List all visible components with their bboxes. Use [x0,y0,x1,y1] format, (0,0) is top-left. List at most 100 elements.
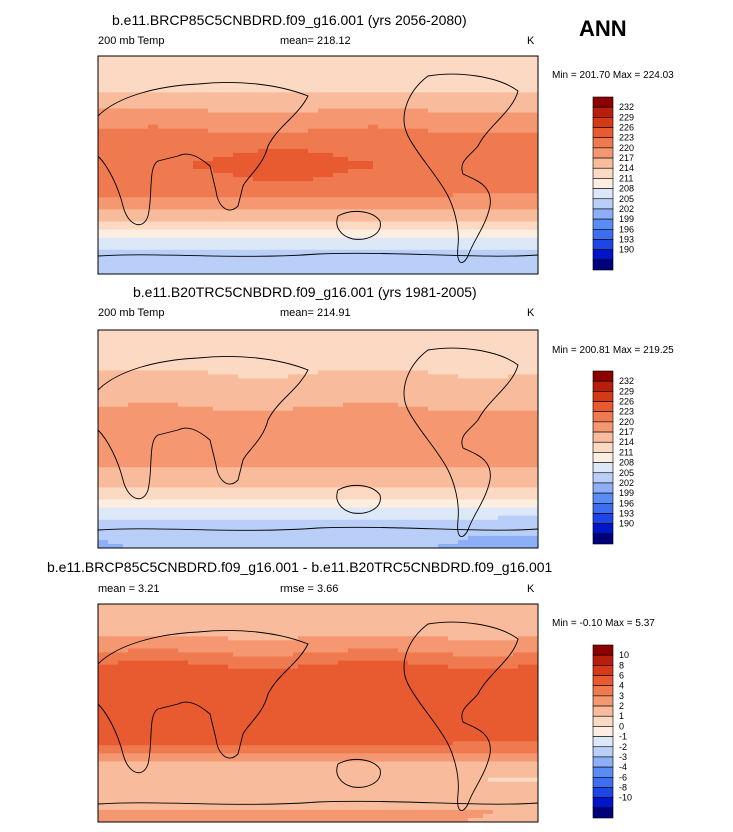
panel-1-map-cell [503,233,509,239]
panel-1-map-cell [243,160,249,166]
panel-1-map-cell [153,165,159,170]
panel-1-map-cell [468,197,474,202]
panel-1-map-cell [508,132,514,138]
panel-1-map-cell [128,213,134,218]
panel-1-map-cell [498,68,504,73]
panel-1-map-cell [433,72,439,77]
panel-1-map-cell [258,225,264,230]
panel-1-map-cell [353,124,359,130]
panel-2-map-cell [263,338,269,343]
panel-1-map-cell [413,181,419,186]
panel-1-map-cell [138,241,144,247]
panel-1-map-cell [338,84,344,89]
panel-1-map-cell [268,249,274,255]
panel-1-map-cell [173,205,179,210]
panel-1-map-cell [343,68,349,73]
panel-1-map-cell [148,100,154,105]
panel-1-map-cell [153,245,159,251]
panel-1-map-cell [218,60,224,65]
panel-1-map-cell [193,88,199,93]
panel-1-map-cell [533,165,539,170]
panel-1-map-cell [258,201,264,206]
panel-1-map-cell [478,185,484,190]
panel-1-map-cell [193,269,199,275]
panel-1-map-cell [393,185,399,190]
panel-1-map-cell [183,144,189,150]
panel-1-map-cell [483,96,489,101]
panel-1-map-cell [108,120,114,126]
panel-1-map-cell [128,201,134,206]
panel-1-map-cell [168,92,174,97]
panel-1-map-cell [333,253,339,259]
panel-1-map-cell [318,132,324,138]
panel-1-map-cell [263,60,269,65]
panel-1-map-cell [463,185,469,190]
panel-1-map-cell [473,229,479,235]
panel-1-map-cell [158,225,164,230]
panel-1-map-cell [173,237,179,243]
panel-1-map-cell [448,160,454,166]
panel-1-map-cell [508,120,514,126]
panel-1-map-cell [158,213,164,218]
panel-1-map-cell [153,124,159,130]
panel-1-map-cell [438,209,444,214]
panel-1-map-cell [368,92,374,97]
panel-1-map-cell [398,169,404,174]
panel-1-map-cell [408,181,414,186]
panel-1-map-cell [248,265,254,271]
panel-1-map-cell [303,233,309,239]
panel-1-map-cell [368,225,374,230]
panel-1-map-cell [363,213,369,218]
panel-1-map-cell [308,64,314,69]
panel-1-map-cell [163,76,169,81]
panel-1-map-cell [313,160,319,166]
panel-2-map-cell [393,330,399,335]
panel-1-map-cell [373,269,379,275]
panel-1-map-cell [138,217,144,222]
panel-1-map-cell [523,201,529,206]
panel-1-map-cell [458,104,464,109]
panel-1-map-cell [303,152,309,158]
panel-1-map-cell [253,72,259,77]
panel-1-map-cell [203,88,209,93]
panel-1-map-cell [353,108,359,113]
panel-1-map-cell [423,249,429,255]
panel-1-map-cell [308,80,314,85]
panel-1-map-cell [463,221,469,226]
panel-1-map-cell [303,96,309,101]
panel-1-map-cell [283,169,289,174]
panel-1-map-cell [408,80,414,85]
panel-1-map-cell [243,148,249,154]
panel-1-map-cell [113,261,119,267]
panel-1-map-cell [318,76,324,81]
panel-1-map-cell [238,116,244,121]
panel-1-map-cell [233,177,239,182]
panel-1-map-cell [453,152,459,158]
panel-1-map-cell [398,173,404,178]
panel-1-map-cell [208,229,214,235]
panel-1-map-cell [128,237,134,243]
panel-1-map-cell [428,100,434,105]
panel-1-map-cell [288,148,294,154]
panel-1-map-cell [333,185,339,190]
panel-1-map-cell [323,265,329,271]
panel-1-map-cell [278,221,284,226]
panel-1-map-cell [168,148,174,154]
panel-1-map-cell [253,108,259,113]
panel-1-map-cell [513,173,519,178]
panel-1-map-cell [473,152,479,158]
panel-1-map-cell [488,237,494,243]
panel-1-map-cell [318,92,324,97]
panel-1-map-cell [238,173,244,178]
panel-1-map-cell [118,193,124,198]
panel-1-map-cell [193,144,199,150]
panel-1-map-cell [103,257,109,263]
panel-1-map-cell [528,241,534,247]
panel-1-map-cell [393,140,399,146]
panel-1-map-cell [263,56,269,61]
panel-1-map-cell [368,257,374,263]
panel-1-map-cell [233,88,239,93]
panel-1-map-cell [413,136,419,142]
panel-1-map-cell [193,92,199,97]
panel-1-map-cell [488,205,494,210]
